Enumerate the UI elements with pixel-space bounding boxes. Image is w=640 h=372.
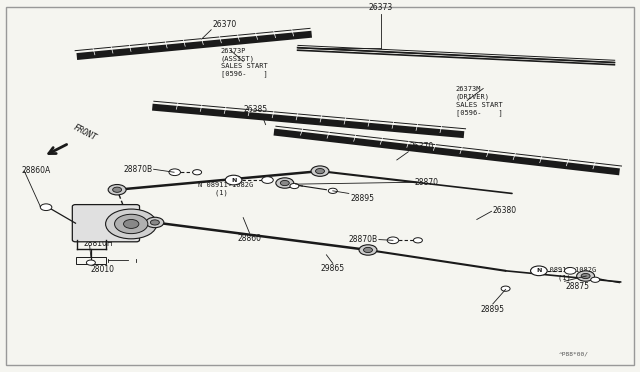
FancyBboxPatch shape (72, 205, 140, 242)
Text: FRONT: FRONT (72, 122, 98, 142)
Circle shape (577, 271, 595, 281)
Circle shape (501, 286, 510, 291)
Text: 26380: 26380 (493, 206, 517, 215)
Text: 28870B: 28870B (348, 235, 378, 244)
Text: 28870B: 28870B (123, 165, 152, 174)
Circle shape (86, 260, 95, 265)
Text: 26373M
(DRIVER)
SALES START
[0596-    ]: 26373M (DRIVER) SALES START [0596- ] (456, 86, 502, 116)
Circle shape (113, 187, 122, 192)
Text: ^P88*00/: ^P88*00/ (559, 352, 589, 356)
Circle shape (328, 188, 337, 193)
Text: N: N (536, 268, 541, 273)
Text: 26370: 26370 (410, 142, 434, 151)
Text: 28875: 28875 (566, 282, 590, 291)
Circle shape (124, 219, 139, 228)
Circle shape (387, 237, 399, 244)
Circle shape (364, 247, 372, 253)
Text: 28810H: 28810H (83, 239, 113, 248)
Text: 28860: 28860 (237, 234, 262, 243)
Text: 26385: 26385 (244, 105, 268, 114)
Circle shape (146, 217, 164, 228)
Circle shape (359, 245, 377, 255)
Circle shape (108, 185, 126, 195)
Circle shape (106, 209, 157, 239)
Text: 28010: 28010 (90, 265, 115, 274)
Circle shape (169, 169, 180, 176)
Text: N 08911-1082G
    (1): N 08911-1082G (1) (198, 182, 253, 196)
Circle shape (193, 170, 202, 175)
Bar (76, 257, 106, 264)
Circle shape (290, 183, 299, 189)
Text: 29865: 29865 (321, 264, 345, 273)
Circle shape (531, 266, 547, 276)
Circle shape (316, 169, 324, 174)
Circle shape (581, 273, 590, 279)
Circle shape (115, 214, 148, 234)
Circle shape (564, 267, 576, 274)
Circle shape (276, 178, 294, 188)
Circle shape (225, 175, 242, 185)
Circle shape (280, 180, 289, 186)
Circle shape (413, 238, 422, 243)
Text: 28870: 28870 (415, 178, 439, 187)
Text: 28895: 28895 (481, 305, 505, 314)
Text: N: N (231, 177, 236, 183)
Circle shape (591, 277, 600, 282)
Circle shape (40, 204, 52, 211)
Text: 26373P
(ASSIST)
SALES START
[0596-    ]: 26373P (ASSIST) SALES START [0596- ] (221, 48, 268, 77)
Text: 26370: 26370 (212, 20, 237, 29)
Text: 28895: 28895 (350, 194, 374, 203)
Text: 26373: 26373 (369, 3, 393, 12)
Circle shape (311, 166, 329, 176)
Text: 28860A: 28860A (21, 166, 51, 175)
Circle shape (262, 177, 273, 183)
Circle shape (150, 220, 159, 225)
Text: N 08911-1082G
    (1): N 08911-1082G (1) (541, 267, 596, 281)
